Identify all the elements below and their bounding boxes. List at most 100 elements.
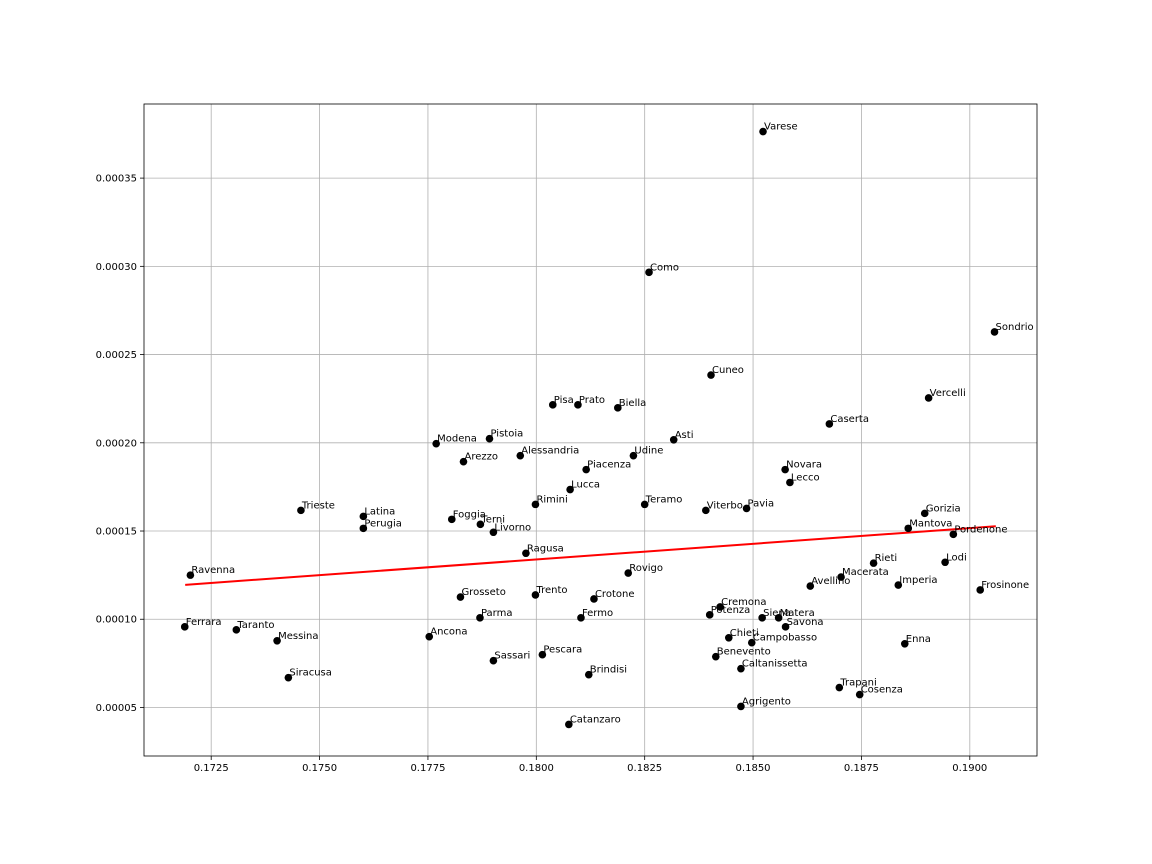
point-label: Lodi: [946, 552, 967, 563]
plot-area: [144, 104, 1037, 756]
data-point: [941, 558, 949, 567]
data-points: [180, 127, 999, 729]
point-label: Rimini: [536, 494, 567, 505]
data-point: [531, 591, 540, 599]
data-point: [707, 371, 715, 379]
data-point: [584, 670, 593, 679]
point-label: Pescara: [543, 645, 582, 656]
x-tick-label: 0.1800: [519, 763, 554, 774]
data-point: [425, 632, 434, 641]
plot-frame: [143, 103, 1038, 757]
point-label: Alessandria: [521, 446, 579, 457]
data-point: [629, 451, 638, 460]
data-point: [574, 401, 582, 409]
point-label: Savona: [787, 617, 824, 628]
data-point: [976, 586, 985, 594]
data-point: [485, 434, 494, 443]
point-label: Siena: [763, 608, 791, 619]
data-point: [904, 524, 913, 533]
point-label: Sassari: [494, 651, 530, 662]
point-label: Siracusa: [289, 668, 332, 679]
data-point: [489, 656, 498, 665]
point-label: Ravenna: [191, 565, 235, 576]
point-label: Novara: [786, 460, 822, 471]
y-tick-label: 0.00015: [96, 527, 137, 538]
point-label: Chieti: [730, 628, 759, 639]
y-tick-label: 0.00025: [96, 350, 137, 361]
data-point: [786, 478, 794, 487]
data-point: [781, 465, 789, 474]
point-label: Pordenone: [954, 524, 1007, 535]
point-label: Matera: [780, 608, 815, 619]
data-point: [747, 638, 756, 647]
data-point: [516, 451, 525, 460]
data-point: [640, 500, 649, 509]
data-point: [186, 571, 195, 579]
data-point: [737, 702, 745, 711]
point-label: Udine: [634, 446, 663, 457]
point-label: Frosinone: [981, 580, 1029, 591]
data-point: [476, 614, 484, 622]
point-label: Varese: [764, 122, 798, 133]
point-label: Macerata: [842, 567, 889, 578]
point-label: Prato: [579, 395, 605, 406]
point-label: Grosseto: [461, 587, 505, 598]
point-label: Lucca: [571, 480, 600, 491]
data-point: [180, 623, 189, 631]
point-label: Arezzo: [464, 452, 498, 463]
point-label: Livorno: [494, 522, 531, 533]
data-point: [284, 673, 293, 682]
data-point: [781, 623, 790, 631]
regression-line-group: [185, 525, 996, 586]
point-label: Brindisi: [590, 665, 627, 676]
data-point: [825, 420, 834, 428]
data-point: [900, 639, 909, 648]
point-label: Ferrara: [186, 617, 222, 628]
data-point: [894, 581, 903, 589]
y-tick-label: 0.00005: [96, 703, 137, 714]
point-label: Asti: [675, 430, 694, 441]
data-point: [742, 504, 751, 513]
point-labels: Varese Como Sondrio Cuneo Vercelli Pisa Prato B…: [186, 122, 1034, 726]
point-label: Crotone: [595, 589, 635, 600]
point-label: Biella: [619, 398, 646, 409]
point-label: Benevento: [717, 647, 771, 658]
x-tick-label: 0.1725: [194, 763, 229, 774]
data-point: [924, 394, 933, 402]
x-tick-label: 0.1900: [952, 763, 987, 774]
point-label: Teramo: [645, 494, 683, 505]
data-point: [489, 528, 498, 537]
data-point: [538, 650, 547, 659]
data-point: [711, 652, 720, 661]
point-label: Avellino: [811, 576, 850, 587]
point-label: Viterbo: [707, 500, 743, 511]
point-label: Cremona: [721, 597, 766, 608]
axis-ticks: 0.1725 0.1750 0.1775 0.1800 0.1825 0.1850 0.18…: [96, 174, 988, 774]
x-tick-label: 0.1825: [627, 763, 662, 774]
data-point: [645, 268, 653, 277]
point-label: Trapani: [839, 678, 876, 689]
point-label: Trento: [535, 585, 567, 596]
data-point: [297, 506, 305, 515]
point-label: Rovigo: [629, 563, 663, 574]
point-label: Ancona: [430, 627, 467, 638]
y-tick-label: 0.00020: [96, 438, 137, 449]
data-point: [459, 457, 468, 466]
grid-lines: [144, 104, 1037, 756]
point-label: Gorizia: [926, 503, 961, 514]
point-label: Sondrio: [996, 322, 1034, 333]
regression-line: [185, 525, 996, 586]
data-point: [758, 614, 766, 622]
point-label: Caltanissetta: [742, 659, 808, 670]
data-point: [837, 573, 845, 581]
data-point: [774, 614, 783, 622]
x-tick-label: 0.1750: [302, 763, 337, 774]
data-point: [724, 633, 733, 642]
data-point: [447, 515, 456, 524]
data-point: [855, 690, 864, 699]
point-label: Cuneo: [712, 365, 744, 376]
point-label: Latina: [364, 506, 395, 517]
point-label: Lecco: [791, 472, 820, 483]
data-point: [990, 328, 999, 336]
data-point: [548, 401, 557, 409]
